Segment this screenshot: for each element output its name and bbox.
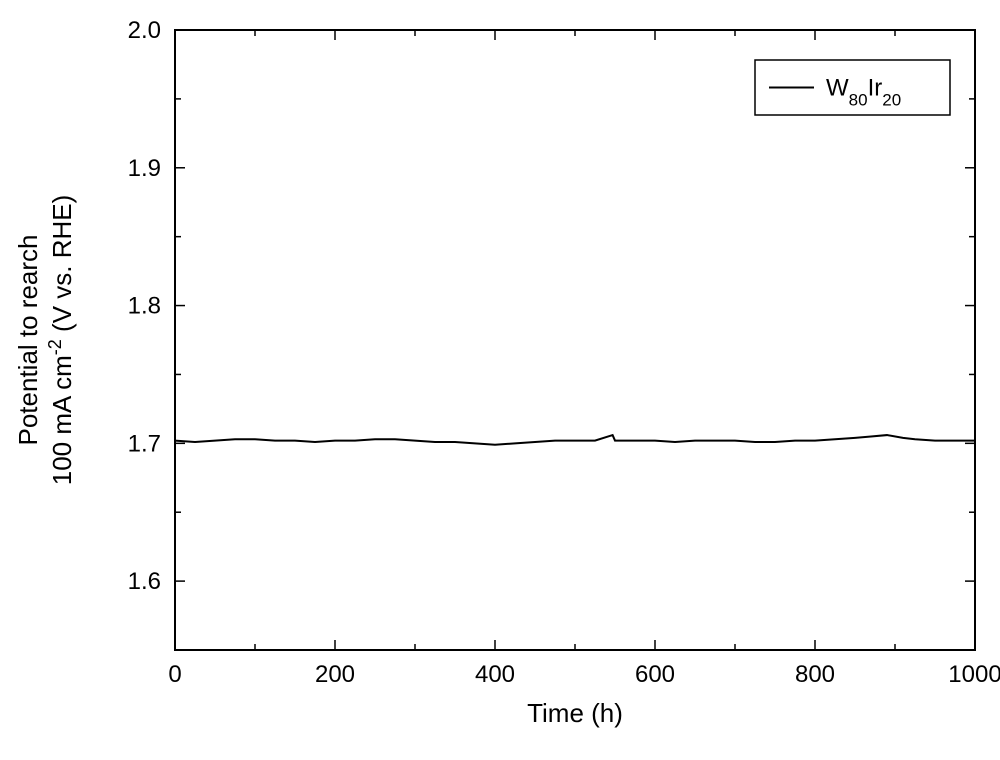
y-tick-label: 1.6	[128, 568, 161, 595]
y-tick-label: 1.7	[128, 430, 161, 457]
x-tick-label: 800	[795, 661, 835, 688]
stability-chart: 0 200 400 600 800 1000 Time (h) 1.6 1.7 1.8 1.9 2.0…	[0, 0, 1000, 760]
x-tick-label: 200	[315, 661, 355, 688]
x-axis-label: Time (h)	[527, 698, 623, 728]
x-tick-label: 1000	[948, 661, 1000, 688]
chart-bg	[0, 0, 1000, 760]
x-tick-label: 600	[635, 661, 675, 688]
y-axis-label-line1: Potential to rearch	[13, 234, 43, 445]
chart-svg: 0 200 400 600 800 1000 Time (h) 1.6 1.7 1.8 1.9 2.0…	[0, 0, 1000, 760]
y-tick-label: 2.0	[128, 17, 161, 44]
y-tick-label: 1.8	[128, 293, 161, 320]
x-tick-label: 400	[475, 661, 515, 688]
y-axis-label-line2: 100 mA cm-2 (V vs. RHE)	[45, 195, 77, 486]
y-tick-label: 1.9	[128, 155, 161, 182]
x-tick-label: 0	[168, 661, 181, 688]
